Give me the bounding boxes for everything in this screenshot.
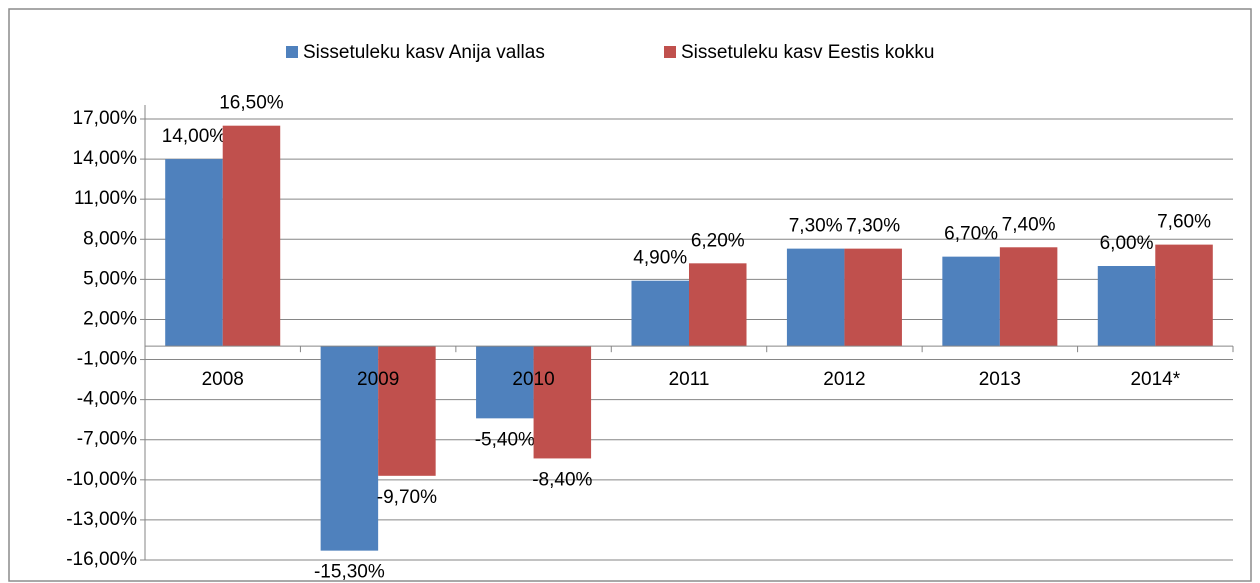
legend-label: Sissetuleku kasv Anija vallas (303, 42, 545, 63)
bar (942, 256, 1000, 347)
x-tick-label: 2012 (823, 369, 865, 390)
data-label: 6,00% (1100, 233, 1154, 254)
bar (689, 263, 747, 347)
data-label: -9,70% (377, 487, 437, 508)
x-tick-label: 2009 (357, 369, 399, 390)
y-tick-label: 5,00% (83, 268, 137, 289)
data-label: 7,40% (1002, 214, 1056, 235)
data-label: 7,30% (846, 216, 900, 237)
data-label: 7,30% (789, 216, 843, 237)
bar (1097, 266, 1156, 347)
y-tick-label: -10,00% (66, 469, 137, 490)
data-label: -8,40% (532, 469, 592, 490)
y-tick-label: 2,00% (83, 308, 137, 329)
bar (844, 248, 902, 347)
y-tick-label: 8,00% (83, 228, 137, 249)
bar (533, 346, 592, 459)
bar (320, 346, 379, 551)
y-tick-label: 11,00% (74, 188, 137, 209)
data-label: 14,00% (162, 126, 227, 147)
x-tick-label: 2013 (979, 369, 1021, 390)
y-tick-label: 14,00% (73, 148, 138, 169)
y-tick-label: -4,00% (77, 389, 137, 410)
data-label: 6,20% (691, 230, 745, 251)
x-tick-label: 2008 (202, 369, 244, 390)
bar (1155, 244, 1213, 347)
y-tick-label: -7,00% (77, 429, 137, 450)
data-label: 16,50% (219, 93, 284, 114)
data-label: -15,30% (314, 562, 385, 583)
bar (222, 125, 281, 347)
legend-swatch (286, 46, 298, 58)
bar (999, 247, 1058, 347)
y-tick-label: -1,00% (77, 349, 137, 370)
x-tick-label: 2011 (669, 369, 710, 390)
legend-label: Sissetuleku kasv Eestis kokku (681, 42, 934, 63)
bar (165, 159, 223, 347)
bar (786, 248, 845, 347)
data-label: 4,90% (633, 248, 687, 269)
legend-swatch (664, 46, 676, 58)
y-tick-label: -16,00% (66, 549, 137, 570)
bar (476, 346, 534, 419)
bar (378, 346, 436, 476)
data-label: 6,70% (944, 224, 998, 245)
data-label: 7,60% (1157, 212, 1211, 233)
y-tick-label: -13,00% (66, 509, 137, 530)
bar (631, 280, 689, 347)
x-tick-label: 2010 (512, 369, 554, 390)
data-label: -5,40% (475, 429, 535, 450)
y-tick-label: 17,00% (73, 108, 138, 129)
x-tick-label: 2014* (1130, 369, 1180, 390)
